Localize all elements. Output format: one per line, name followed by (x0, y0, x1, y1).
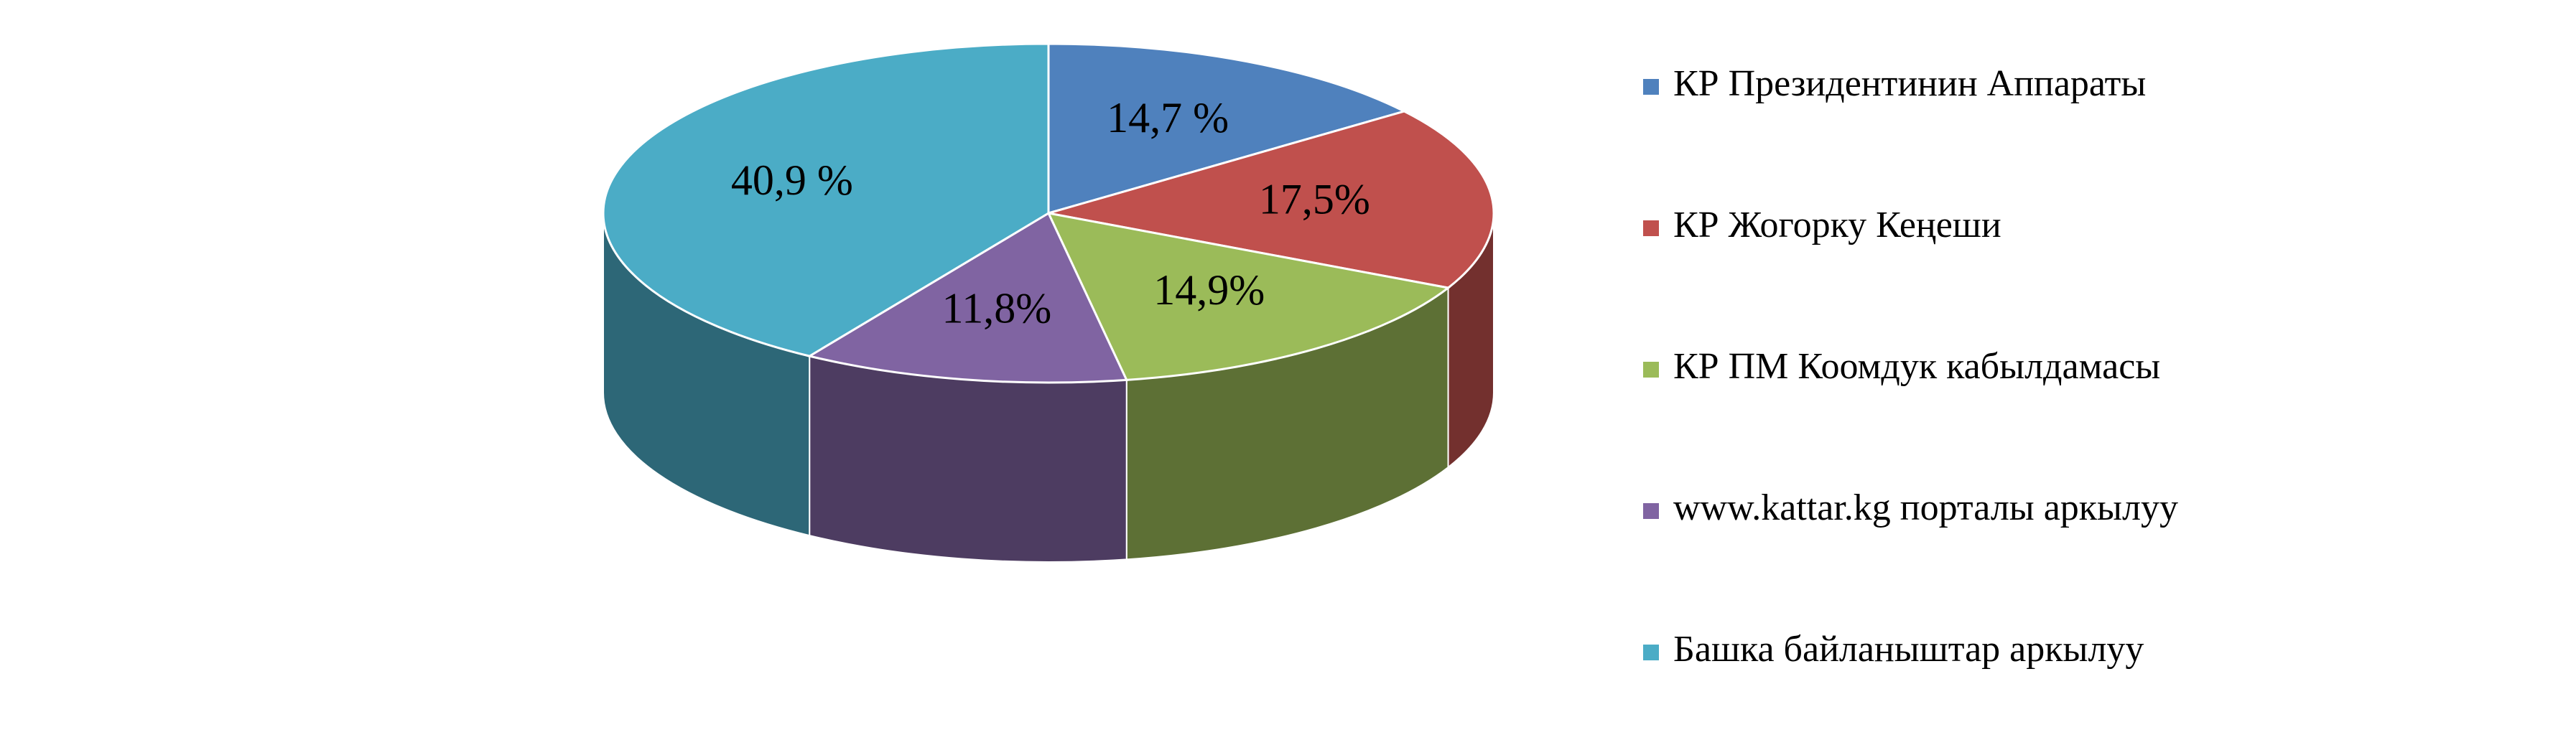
legend-label: КР Президентинин Аппараты (1673, 63, 2146, 104)
legend-marker (1643, 79, 1659, 95)
pie-slice (602, 42, 1050, 357)
legend-marker (1643, 503, 1659, 519)
legend-label: Башка байланыштар аркылуу (1673, 629, 2144, 670)
pie-slice (806, 211, 1129, 384)
value-label: 14,9% (1153, 266, 1265, 314)
value-label: 40,9 % (731, 156, 853, 204)
legend-marker (1643, 645, 1659, 660)
legend-label: КР Жогорку Кеңеши (1673, 205, 2001, 245)
value-label: 11,8% (941, 285, 1051, 332)
legend-marker (1643, 362, 1659, 378)
value-label: 14,7 % (1107, 94, 1229, 141)
legend-label: КР ПМ Коомдук кабылдамасы (1673, 346, 2160, 387)
pie-slice (1046, 211, 1451, 381)
slice-side (809, 355, 1127, 563)
legend-marker (1643, 220, 1659, 236)
pie-slice (1047, 42, 1408, 215)
value-label: 17,5% (1259, 175, 1370, 223)
legend-label: www.kattar.kg порталы аркылуу (1673, 487, 2178, 528)
pie-slice (1048, 110, 1495, 289)
